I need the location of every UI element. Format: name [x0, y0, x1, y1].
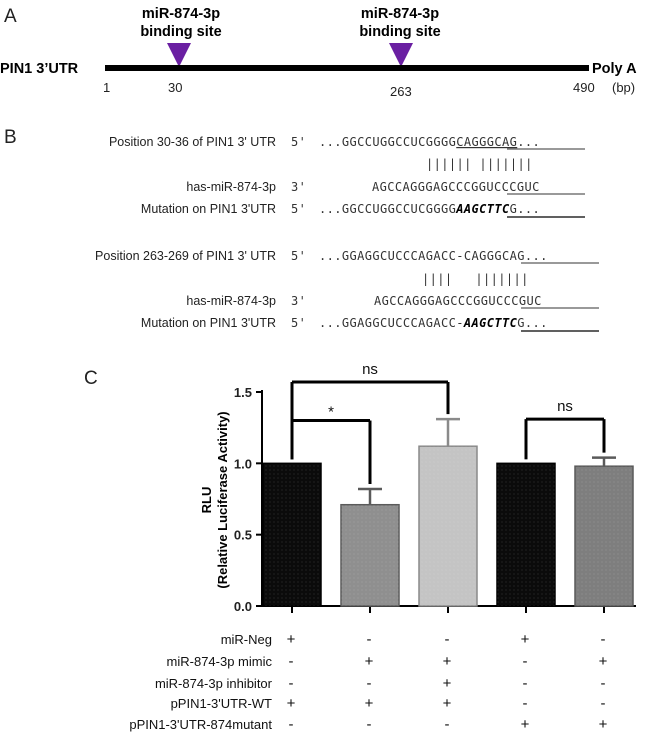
pairing-bars: |||||| ||||||| [426, 157, 533, 171]
bp-unit: (bp) [612, 80, 635, 95]
prime-label: 3' [291, 180, 306, 194]
condition-mark: - [523, 675, 528, 692]
alignment-block-1: Position 30-36 of PIN1 3' UTR 5' ...GGCC… [109, 135, 585, 218]
bar-texture [497, 463, 555, 606]
condition-mark: - [367, 631, 372, 648]
condition-mark: + [443, 653, 452, 670]
condition-mark: - [523, 695, 528, 712]
significance-label: ns [557, 398, 573, 415]
y-axis-title-line1: RLU [199, 487, 214, 514]
condition-mark: + [599, 716, 608, 733]
binding-site-marker-2 [389, 43, 413, 67]
site-1-label-line2: binding site [140, 24, 221, 40]
pin1-utr-label: PIN1 3’UTR [0, 61, 79, 77]
condition-mark: - [445, 716, 450, 733]
condition-mark: + [287, 631, 296, 648]
position-490: 490 [573, 80, 595, 95]
condition-mark: - [601, 675, 606, 692]
prime-label: 5' [291, 135, 306, 149]
condition-label: miR-Neg [221, 632, 272, 647]
condition-mark: - [601, 631, 606, 648]
mirna-seed: GUCCCGUC [479, 180, 540, 194]
prime-label: 5' [291, 316, 306, 330]
binding-site-marker-1 [167, 43, 191, 67]
mutation-label: Mutation on PIN1 3'UTR [141, 316, 276, 330]
mutant-sequence: ...GGCCUGGCCUCGGGGAAGCTTCG... [319, 202, 540, 216]
condition-mark: - [523, 653, 528, 670]
utr-bar [105, 65, 589, 71]
panel-b-letter: B [4, 127, 17, 148]
binding-site-2: miR-874-3p binding site [359, 6, 441, 67]
position-label: Position 263-269 of PIN1 3' UTR [95, 249, 276, 263]
bar-texture [419, 446, 477, 606]
prime-label: 3' [291, 294, 306, 308]
condition-mark: + [287, 695, 296, 712]
condition-mark: + [599, 653, 608, 670]
condition-mark: + [521, 716, 530, 733]
condition-mark: + [443, 675, 452, 692]
condition-label: miR-874-3p mimic [167, 654, 273, 669]
condition-mark: - [367, 716, 372, 733]
luciferase-bar-chart: RLU (Relative Luciferase Activity) 0.0 0.… [129, 361, 636, 733]
condition-mark: - [601, 695, 606, 712]
mutated-site: AAGCTTC [463, 316, 518, 330]
y-axis-title: RLU (Relative Luciferase Activity) [199, 411, 230, 588]
bar-texture [575, 466, 633, 606]
condition-mark: - [289, 716, 294, 733]
y-tick-label: 1.0 [234, 456, 252, 471]
mirna-seed: GUCCCGUC [481, 294, 542, 308]
y-tick-label: 0.5 [234, 528, 252, 543]
site-2-label-line1: miR-874-3p [361, 6, 439, 22]
condition-mark: - [367, 675, 372, 692]
condition-label: pPIN1-3'UTR-874mutant [129, 717, 272, 732]
panel-a-letter: A [4, 6, 17, 27]
alignment-block-2: Position 263-269 of PIN1 3' UTR 5' ...GG… [95, 249, 599, 332]
utr-sequence: ...GGAGGCUCCCAGACC-CAGGGCAG... [319, 249, 548, 263]
mirna-sequence: AGCCAGGGAGCCCGGUCCCGUC [372, 180, 540, 194]
significance-label: * [328, 404, 334, 421]
pairing-bars: |||| ||||||| [422, 272, 529, 286]
position-30: 30 [168, 80, 182, 95]
utr-sequence: ...GGCCUGGCCUCGGGGCAGGGCAG... [319, 135, 540, 149]
panel-c-letter: C [84, 368, 98, 389]
seed-site: CAGGGCAG [464, 249, 525, 263]
bar-texture [263, 463, 321, 606]
position-label: Position 30-36 of PIN1 3' UTR [109, 135, 276, 149]
site-1-label-line1: miR-874-3p [142, 6, 220, 22]
position-263: 263 [390, 84, 412, 99]
condition-mark: + [521, 631, 530, 648]
condition-label: miR-874-3p inhibitor [155, 676, 273, 691]
significance-label: ns [362, 361, 378, 378]
prime-label: 5' [291, 249, 306, 263]
condition-mark: - [289, 675, 294, 692]
site-2-label-line2: binding site [359, 24, 440, 40]
bar-texture [341, 504, 399, 606]
binding-site-1: miR-874-3p binding site [140, 6, 222, 67]
condition-mark: + [443, 695, 452, 712]
mutated-site: AAGCTTC [455, 202, 510, 216]
mutation-label: Mutation on PIN1 3'UTR [141, 202, 276, 216]
condition-mark: + [365, 653, 374, 670]
y-tick-label: 1.5 [234, 385, 252, 400]
condition-mark: + [365, 695, 374, 712]
condition-mark: - [445, 631, 450, 648]
prime-label: 5' [291, 202, 306, 216]
mirna-label: has-miR-874-3p [186, 180, 276, 194]
seed-site: CAGGGCAG [456, 135, 517, 149]
mirna-label: has-miR-874-3p [186, 294, 276, 308]
condition-label: pPIN1-3'UTR-WT [171, 696, 272, 711]
position-1: 1 [103, 80, 110, 95]
condition-mark: - [289, 653, 294, 670]
y-tick-label: 0.0 [234, 599, 252, 614]
poly-a-label: Poly A [592, 61, 637, 77]
mirna-sequence: AGCCAGGGAGCCCGGUCCCGUC [374, 294, 542, 308]
mutant-sequence: ...GGAGGCUCCCAGACC-AAGCTTCG... [319, 316, 548, 330]
y-axis-title-line2: (Relative Luciferase Activity) [215, 411, 230, 588]
